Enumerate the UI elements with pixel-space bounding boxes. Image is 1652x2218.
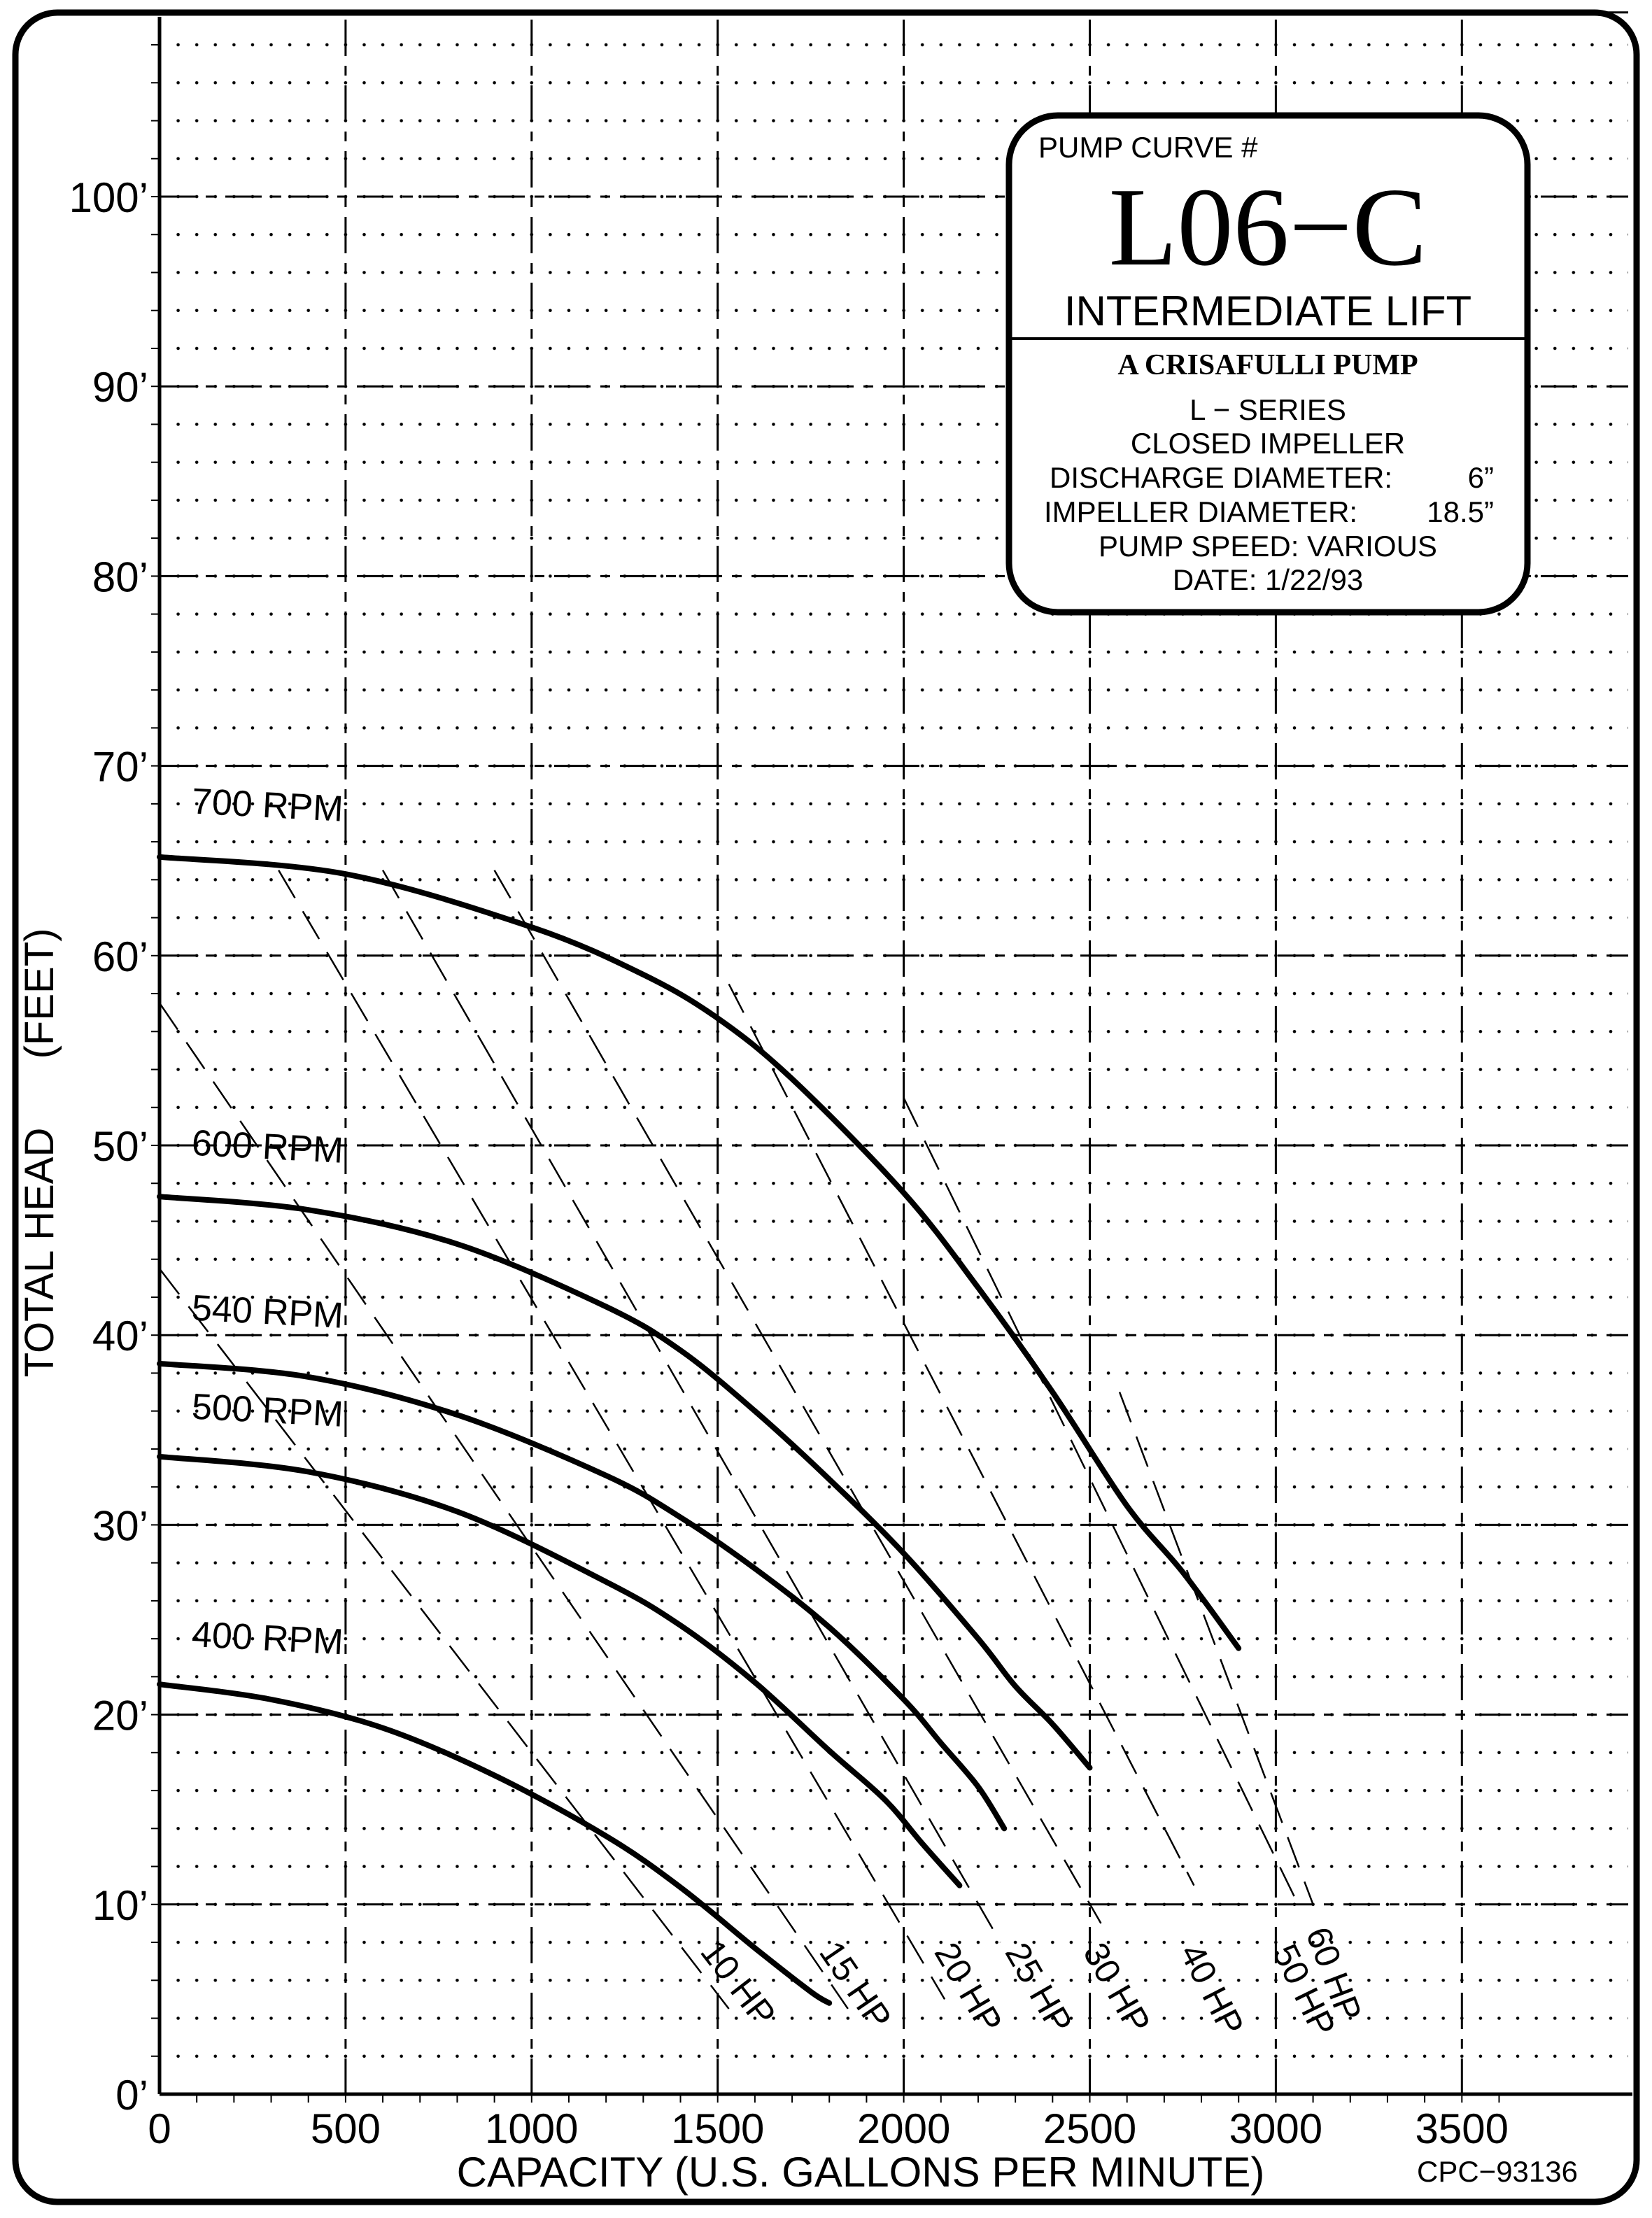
rpm-curve-label: 540 RPM [191, 1288, 345, 1336]
manufacturer: A CRISAFULLI PUMP [1117, 349, 1418, 381]
curve-date: DATE: 1/22/93 [1173, 563, 1363, 596]
pump-speed: PUMP SPEED: VARIOUS [1099, 530, 1437, 563]
rpm-curve-label: 700 RPM [191, 781, 345, 829]
hp-line [1118, 1392, 1314, 1905]
hp-line [903, 1097, 1299, 1905]
hp-line [158, 1002, 849, 2009]
rpm-curve-label: 400 RPM [191, 1614, 345, 1662]
axes [151, 17, 1632, 2103]
y-tick-label: 0’ [115, 2072, 148, 2119]
y-tick-label: 100’ [69, 174, 148, 221]
tick-labels: 0 500 1000 1500 2000 2500 3000 3500 0’ 10’ 20’ 30’ 4… [69, 174, 1509, 2152]
impeller-type: CLOSED IMPELLER [1131, 427, 1405, 460]
rpm-curve [157, 1360, 1008, 1832]
y-axis-title-unit: (FEET) [17, 928, 62, 1059]
x-tick-label: 1000 [485, 2105, 578, 2152]
drawing-number: CPC−93136 [1417, 2155, 1578, 2188]
pump-series: L − SERIES [1189, 393, 1346, 426]
hp-line [728, 983, 1195, 1886]
rpm-curve-label: 500 RPM [191, 1387, 345, 1435]
info-box-heading: PUMP CURVE # [1038, 131, 1258, 164]
x-tick-label: 1500 [671, 2105, 764, 2152]
rpm-curve [157, 854, 1242, 1651]
pump-curve-id: L06−C [1109, 164, 1427, 289]
rpm-curve [157, 1681, 833, 2006]
rpm-curve [157, 1194, 1093, 1771]
rpm-curves: 700 RPM 600 RPM 540 RPM 500 RPM 400 RPM [157, 781, 1242, 2006]
discharge-diameter-value: 6” [1468, 461, 1494, 494]
x-tick-label: 3000 [1229, 2105, 1322, 2152]
y-axis-title-main: TOTAL HEAD [17, 1128, 62, 1378]
x-tick-label: 2000 [857, 2105, 950, 2152]
rpm-curve-label: 600 RPM [191, 1123, 345, 1171]
hp-line [381, 870, 1001, 1943]
impeller-diameter-label: IMPELLER DIAMETER: [1044, 495, 1357, 528]
rpm-curve [157, 1453, 963, 1888]
info-box-frame [1005, 112, 1531, 616]
y-tick-label: 50’ [92, 1123, 148, 1170]
discharge-diameter-label: DISCHARGE DIAMETER: [1050, 461, 1392, 494]
x-tick-label: 3500 [1416, 2105, 1509, 2152]
hp-line [493, 870, 1102, 1924]
x-tick-label: 2500 [1043, 2105, 1136, 2152]
x-tick-label: 500 [311, 2105, 381, 2152]
lift-class: INTERMEDIATE LIFT [1064, 288, 1471, 334]
y-tick-label: 30’ [92, 1502, 148, 1549]
y-tick-label: 20’ [92, 1693, 148, 1739]
hp-line [159, 1268, 730, 2009]
impeller-diameter-value: 18.5” [1427, 495, 1494, 528]
y-tick-label: 70’ [92, 744, 148, 791]
x-tick-label: 0 [148, 2105, 171, 2152]
pump-info-box: PUMP CURVE # L06−C INTERMEDIATE LIFT A C… [1005, 112, 1531, 616]
y-tick-label: 10’ [92, 1882, 148, 1929]
major-gridlines [160, 11, 1628, 2094]
x-axis-title: CAPACITY (U.S. GALLONS PER MINUTE) [457, 2149, 1265, 2196]
hp-line [278, 870, 946, 2000]
y-tick-label: 80’ [92, 553, 148, 600]
y-tick-label: 60’ [92, 933, 148, 980]
y-tick-label: 40’ [92, 1313, 148, 1359]
y-tick-label: 90’ [92, 364, 148, 411]
